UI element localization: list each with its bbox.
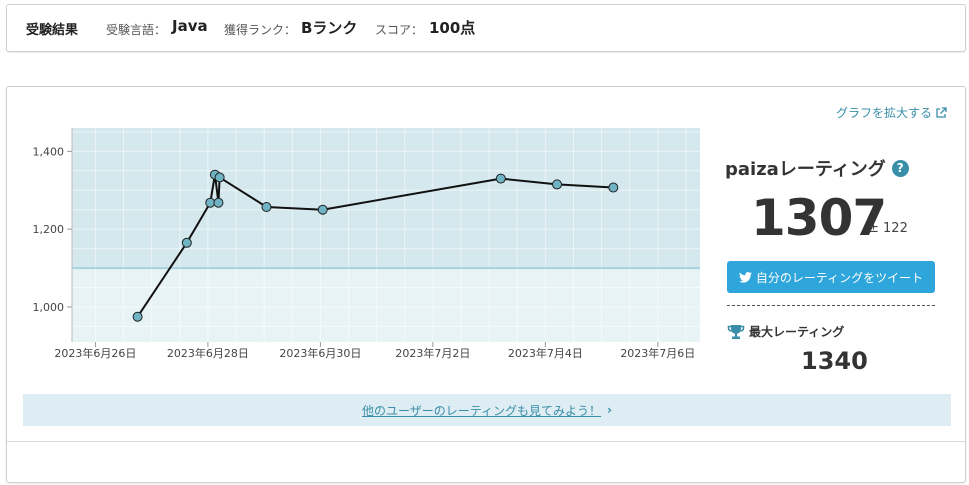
- expand-graph-label: グラフを拡大する: [835, 106, 932, 120]
- trophy-icon: [727, 324, 745, 339]
- twitter-icon: [738, 271, 752, 283]
- x-tick-label: 2023年7月2日: [395, 346, 470, 360]
- max-rating-label-text: 最大レーティング: [749, 325, 845, 339]
- language-label: 受験言語：: [106, 23, 167, 37]
- x-tick-label: 2023年6月30日: [279, 346, 361, 360]
- other-users-link[interactable]: 他のユーザーのレーティングも見てみよう！ ›: [23, 394, 951, 426]
- max-rating-label: 最大レーティング: [727, 323, 844, 340]
- x-axis: 2023年6月26日 2023年6月28日 2023年6月30日 2023年7月2日 2…: [54, 342, 695, 360]
- y-tick-label: 1,000: [33, 301, 65, 314]
- rating-point: [261, 201, 272, 212]
- max-rating-value: 1340: [801, 347, 868, 375]
- card-footer-divider: [7, 441, 965, 442]
- rating-point: [608, 182, 619, 193]
- rating-point: [214, 172, 225, 183]
- external-link-icon: [936, 106, 947, 118]
- expand-graph-link[interactable]: グラフを拡大する: [836, 104, 947, 121]
- rank-value: Bランク: [301, 19, 358, 37]
- rating-series: [132, 169, 619, 322]
- rating-title: paizaレーティング ?: [725, 155, 909, 181]
- score-value: 100点: [429, 19, 476, 37]
- rating-point: [181, 237, 192, 248]
- score-label: スコア：: [375, 23, 424, 37]
- language-value: Java: [172, 17, 208, 35]
- chart-grid: [72, 128, 700, 342]
- summary-title: 受験結果: [26, 23, 79, 38]
- rating-point: [213, 197, 224, 208]
- rank-label: 獲得ランク：: [224, 23, 297, 37]
- rating-card: グラフを拡大する 1,000 1,200 1,400 2023年6月26日 2023年…: [6, 86, 966, 483]
- y-tick-label: 1,200: [33, 223, 65, 236]
- x-tick-label: 2023年7月4日: [508, 346, 583, 360]
- x-tick-label: 2023年6月28日: [167, 346, 249, 360]
- help-icon[interactable]: ?: [891, 159, 909, 177]
- y-axis: 1,000 1,200 1,400: [33, 128, 73, 342]
- band-lower: [72, 268, 700, 342]
- chevron-right-icon: ›: [607, 403, 612, 417]
- chart-bands: [72, 128, 700, 342]
- rating-point: [205, 197, 216, 208]
- x-tick-label: 2023年7月6日: [620, 346, 695, 360]
- rating-point: [132, 311, 143, 322]
- rating-value: 1307: [751, 189, 887, 247]
- divider: [727, 305, 935, 306]
- tweet-button-label: 自分のレーティングをツイート: [755, 270, 924, 285]
- tweet-rating-button[interactable]: 自分のレーティングをツイート: [727, 261, 935, 293]
- result-summary-card: 受験結果 受験言語： Java 獲得ランク： Bランク スコア： 100点: [6, 4, 966, 52]
- y-tick-label: 1,400: [33, 145, 65, 158]
- rating-margin: ± 122: [868, 221, 908, 236]
- other-users-link-label: 他のユーザーのレーティングも見てみよう！: [362, 403, 602, 418]
- x-tick-label: 2023年6月26日: [54, 346, 136, 360]
- rating-point: [495, 173, 506, 184]
- rating-point: [552, 179, 563, 190]
- rating-title-label: paizaレーティング: [725, 159, 886, 180]
- rating-point: [317, 204, 328, 215]
